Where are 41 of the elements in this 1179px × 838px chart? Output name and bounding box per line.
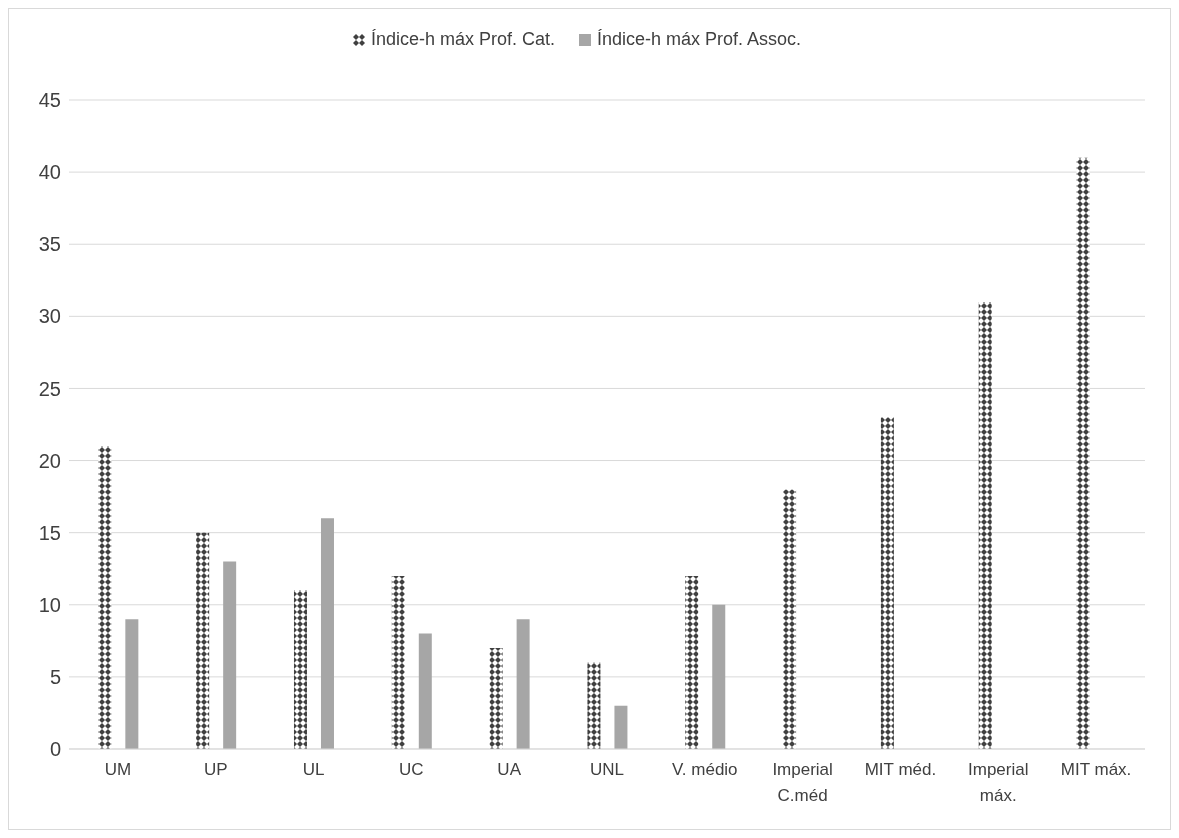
x-tick-label: MIT méd.	[864, 760, 937, 779]
bar	[293, 590, 307, 749]
bar	[880, 417, 894, 749]
bar	[614, 705, 628, 749]
y-tick-label: 15	[38, 521, 61, 544]
y-tick-label: 25	[38, 377, 61, 400]
bar	[391, 575, 405, 749]
bar	[418, 633, 432, 749]
bar	[1076, 157, 1090, 749]
y-tick-label: 40	[38, 161, 61, 184]
x-tick-label: Imperial C.méd	[772, 760, 833, 805]
x-tick-label: UP	[203, 760, 228, 779]
bar	[712, 604, 726, 749]
y-tick-label: 20	[38, 449, 61, 472]
bar	[196, 532, 210, 749]
y-tick-label: 35	[38, 233, 61, 256]
bar	[98, 446, 112, 749]
x-tick-label: UNL	[589, 760, 625, 779]
y-tick-label: 0	[49, 738, 61, 761]
bar	[125, 619, 139, 749]
x-tick-label: MIT máx.	[1060, 760, 1132, 779]
x-tick-label: Imperial máx.	[968, 760, 1029, 805]
x-tick-label: UA	[497, 760, 522, 779]
x-tick-label: UC	[399, 760, 424, 779]
bar	[223, 561, 237, 749]
y-tick-label: 5	[49, 665, 61, 688]
bar	[978, 301, 992, 749]
bar	[783, 489, 797, 749]
y-tick-label: 45	[38, 89, 61, 112]
bar	[685, 575, 699, 749]
y-tick-label: 10	[38, 593, 61, 616]
bar	[489, 648, 503, 749]
legend-label: Índice-h máx Prof. Cat.	[369, 29, 555, 50]
bar	[516, 619, 530, 749]
bar	[587, 662, 601, 749]
legend-label: Índice-h máx Prof. Assoc.	[596, 29, 802, 50]
bar	[320, 518, 334, 749]
y-tick-label: 30	[38, 305, 61, 328]
x-tick-label: V. médio	[672, 760, 738, 779]
x-tick-label: UM	[104, 760, 132, 779]
x-tick-label: UL	[302, 760, 325, 779]
